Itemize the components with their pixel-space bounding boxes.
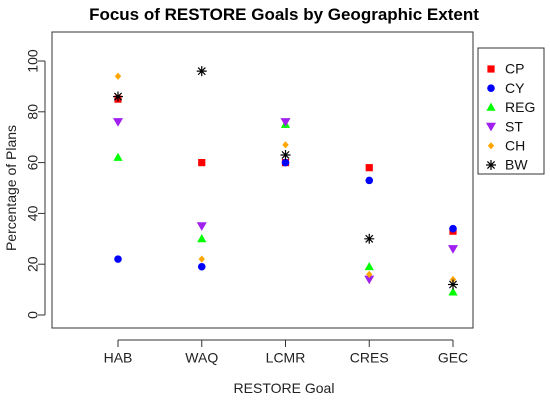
chart-title: Focus of RESTORE Goals by Geographic Ext… [89, 5, 479, 24]
legend-label-cp: CP [505, 61, 524, 77]
x-axis-label: RESTORE Goal [234, 380, 335, 396]
plot-frame [51, 31, 474, 329]
y-tick-label: 0 [25, 311, 41, 319]
y-tick-label: 20 [25, 256, 41, 272]
point-ch-lcmr [282, 141, 289, 149]
point-cy-cres [365, 176, 374, 185]
legend-marker-ch [487, 142, 495, 150]
x-tick-label: CRES [350, 350, 389, 366]
point-reg-waq [197, 234, 207, 243]
y-tick-label: 80 [25, 104, 41, 120]
point-bw-cres [364, 233, 375, 244]
point-cy-hab [114, 255, 122, 263]
data-points [113, 66, 458, 296]
x-axis-ticks: HAB WAQ LCMR CRES GEC [104, 340, 468, 366]
legend-label-ch: CH [505, 138, 525, 154]
point-cp-waq [198, 159, 206, 167]
y-tick-label: 40 [25, 205, 41, 221]
point-ch-cres [366, 270, 373, 278]
point-reg-gec [448, 287, 458, 296]
x-tick-label: WAQ [185, 350, 218, 366]
legend-label-st: ST [505, 118, 523, 134]
point-st-gec [448, 245, 458, 254]
legend-label-bw: BW [505, 157, 528, 173]
point-cy-waq [197, 262, 206, 271]
legend-label-cy: CY [505, 80, 525, 96]
point-cy-lcmr [281, 158, 290, 167]
legend-marker-cp [487, 65, 495, 73]
legend: CP CY REG ST CH BW [477, 47, 545, 175]
point-cy-gec [449, 224, 457, 233]
point-st-lcmr [280, 118, 291, 127]
point-reg-hab [113, 152, 123, 161]
point-ch-gec [449, 275, 457, 284]
point-cp-cres [365, 164, 373, 172]
point-bw-gec [448, 279, 458, 290]
point-st-cres [364, 275, 375, 285]
y-tick-label: 100 [25, 49, 41, 73]
x-tick-label: HAB [104, 350, 133, 366]
y-axis-ticks: 0 20 40 60 80 100 [25, 49, 45, 319]
y-tick-label: 60 [25, 155, 41, 171]
y-axis-label: Percentage of Plans [3, 125, 19, 251]
point-st-hab [113, 118, 123, 127]
legend-label-reg: REG [505, 99, 535, 115]
point-bw-waq [196, 66, 207, 77]
point-st-waq [196, 222, 207, 231]
x-tick-label: GEC [438, 350, 468, 366]
legend-marker-bw [486, 160, 496, 170]
point-bw-hab [113, 91, 123, 102]
legend-marker-cy [487, 84, 495, 92]
point-reg-cres [364, 261, 374, 271]
point-ch-waq [198, 255, 205, 263]
point-bw-lcmr [280, 149, 291, 160]
legend-marker-st [486, 122, 496, 132]
legend-marker-reg [486, 102, 496, 111]
point-ch-hab [114, 72, 122, 80]
x-tick-label: LCMR [266, 350, 306, 366]
